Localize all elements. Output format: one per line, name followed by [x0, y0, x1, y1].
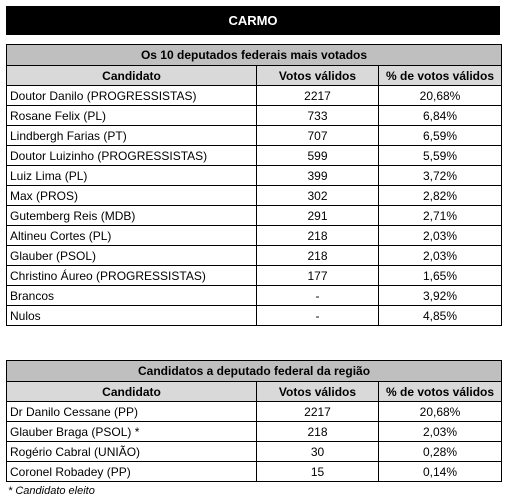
header-row: Candidato Votos válidos% de votos válidos — [6, 65, 503, 86]
cell-name: Christino Áureo (PROGRESSISTAS) — [6, 265, 257, 286]
cell-value: 20,68% — [377, 85, 503, 106]
cell-value: 599 — [256, 145, 379, 166]
data-row: Gutemberg Reis (MDB) 291 2,71% — [6, 205, 503, 226]
page-title: CARMO — [6, 6, 500, 35]
cell-value: 1,65% — [377, 265, 503, 286]
cell-value: 2,03% — [377, 225, 503, 246]
table-title-row: Os 10 deputados federais mais votados — [5, 44, 503, 66]
cell-value: 2,03% — [377, 245, 503, 266]
data-row: Rosane Felix (PL) 733 6,84% — [6, 105, 503, 126]
header-row: Candidato Votos válidos% de votos válidos — [6, 381, 503, 402]
table-title: Os 10 deputados federais mais votados — [5, 44, 503, 66]
column-header: Candidato — [6, 381, 257, 402]
cell-name: Dr Danilo Cessane (PP) — [6, 401, 257, 422]
cell-name: Brancos — [6, 285, 257, 306]
data-row: Lindbergh Farias (PT) 707 6,59% — [6, 125, 503, 146]
cell-value: 707 — [256, 125, 379, 146]
cell-value: 302 — [256, 185, 379, 206]
cell-value: 2,03% — [377, 421, 503, 442]
cell-name: Rosane Felix (PL) — [6, 105, 257, 126]
data-row: Glauber Braga (PSOL) * 218 2,03% — [6, 421, 503, 442]
cell-name: Gutemberg Reis (MDB) — [6, 205, 257, 226]
cell-name: Doutor Luizinho (PROGRESSISTAS) — [6, 145, 257, 166]
cell-value: 733 — [256, 105, 379, 126]
cell-name: Nulos — [6, 305, 257, 326]
cell-name: Glauber Braga (PSOL) * — [6, 421, 257, 442]
data-table: Os 10 deputados federais mais votados Can… — [5, 44, 503, 326]
cell-value: 15 — [256, 461, 379, 482]
cell-value: 2217 — [256, 85, 379, 106]
cell-value: 2,82% — [377, 185, 503, 206]
cell-value: 291 — [256, 205, 379, 226]
data-row: Doutor Danilo (PROGRESSISTAS) 2217 20,68% — [6, 85, 503, 106]
cell-value: 2217 — [256, 401, 379, 422]
data-row: Dr Danilo Cessane (PP) 2217 20,68% — [6, 401, 503, 422]
cell-name: Luiz Lima (PL) — [6, 165, 257, 186]
cell-value: 30 — [256, 441, 379, 462]
cell-value: 6,59% — [377, 125, 503, 146]
data-row: Altineu Cortes (PL) 218 2,03% — [6, 225, 503, 246]
cell-value: 20,68% — [377, 401, 503, 422]
column-header: Votos válidos — [256, 381, 379, 402]
cell-value: 177 — [256, 265, 379, 286]
table-title-row: Candidatos a deputado federal da região — [5, 360, 503, 382]
cell-value: 0,14% — [377, 461, 503, 482]
data-table: Candidatos a deputado federal da região C… — [5, 360, 503, 482]
data-row: Doutor Luizinho (PROGRESSISTAS) 599 5,59% — [6, 145, 503, 166]
data-row: Coronel Robadey (PP) 15 0,14% — [6, 461, 503, 482]
data-row: Max (PROS) 302 2,82% — [6, 185, 503, 206]
cell-value: 4,85% — [377, 305, 503, 326]
cell-name: Glauber (PSOL) — [6, 245, 257, 266]
cell-value: 218 — [256, 245, 379, 266]
footnote: * Candidato eleito — [8, 485, 95, 497]
table-title: Candidatos a deputado federal da região — [5, 360, 503, 382]
cell-name: Lindbergh Farias (PT) — [6, 125, 257, 146]
cell-value: 3,72% — [377, 165, 503, 186]
data-row: Brancos -3,92% — [6, 285, 503, 306]
data-row: Nulos -4,85% — [6, 305, 503, 326]
cell-value: 399 — [256, 165, 379, 186]
cell-name: Doutor Danilo (PROGRESSISTAS) — [6, 85, 257, 106]
cell-value: - — [256, 305, 379, 326]
cell-value: 6,84% — [377, 105, 503, 126]
column-header: % de votos válidos — [377, 381, 503, 402]
cell-name: Altineu Cortes (PL) — [6, 225, 257, 246]
data-row: Christino Áureo (PROGRESSISTAS) 177 1,65% — [6, 265, 503, 286]
cell-name: Rogério Cabral (UNIÃO) — [6, 441, 257, 462]
column-header: % de votos válidos — [377, 65, 503, 86]
cell-value: - — [256, 285, 379, 306]
cell-value: 3,92% — [377, 285, 503, 306]
cell-value: 2,71% — [377, 205, 503, 226]
cell-value: 0,28% — [377, 441, 503, 462]
cell-value: 218 — [256, 421, 379, 442]
column-header: Votos válidos — [256, 65, 379, 86]
cell-name: Coronel Robadey (PP) — [6, 461, 257, 482]
data-row: Glauber (PSOL) 218 2,03% — [6, 245, 503, 266]
column-header: Candidato — [6, 65, 257, 86]
cell-value: 218 — [256, 225, 379, 246]
cell-value: 5,59% — [377, 145, 503, 166]
data-row: Rogério Cabral (UNIÃO) 30 0,28% — [6, 441, 503, 462]
data-row: Luiz Lima (PL) 399 3,72% — [6, 165, 503, 186]
cell-name: Max (PROS) — [6, 185, 257, 206]
